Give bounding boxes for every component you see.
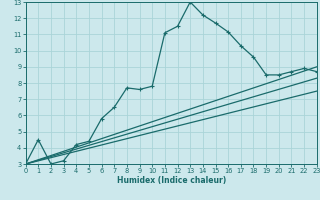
X-axis label: Humidex (Indice chaleur): Humidex (Indice chaleur) [116,176,226,185]
